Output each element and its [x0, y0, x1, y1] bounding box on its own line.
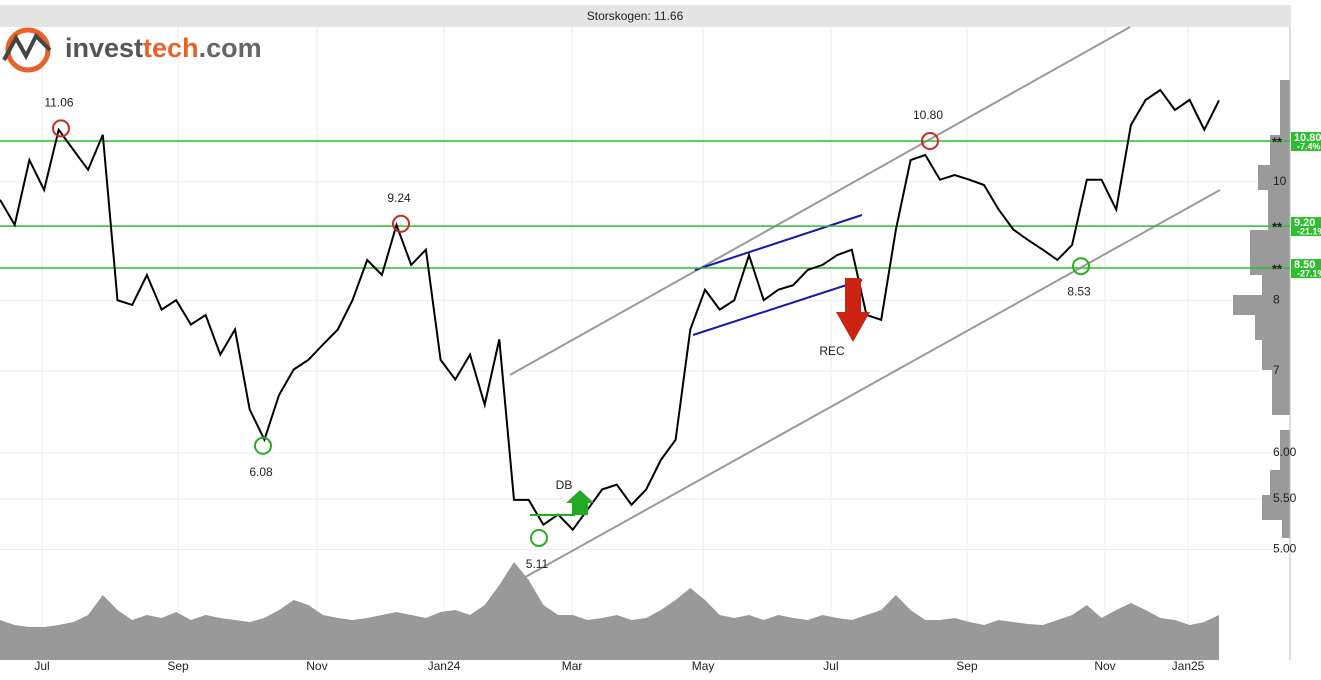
x-tick-label: Jul — [34, 659, 49, 673]
level-box — [1291, 132, 1321, 152]
extreme-label: 5.11 — [526, 557, 549, 571]
extreme-label: 10.80 — [913, 108, 943, 122]
wedge-line — [692, 279, 863, 336]
trend-line — [519, 189, 1221, 581]
x-tick-label: Jul — [823, 659, 838, 673]
signal-label: DB — [556, 478, 573, 492]
level-label: 9.20 — [1294, 217, 1315, 229]
level-change: -27.1% — [1297, 268, 1321, 278]
x-tick-label: May — [692, 659, 715, 673]
extreme-marker — [921, 132, 939, 151]
grid — [0, 27, 1290, 660]
level-change: -7.4% — [1297, 141, 1321, 151]
x-tick-label: Jan25 — [1172, 659, 1205, 673]
logo-text: tech — [143, 33, 199, 63]
level-box — [1291, 217, 1321, 237]
level-label: 10.80 — [1294, 132, 1321, 144]
level-label: 8.50 — [1294, 259, 1315, 271]
extreme-marker — [392, 214, 410, 233]
level-stars: ** — [1272, 220, 1283, 235]
logo: investtech.com — [2, 27, 262, 73]
x-tick-label: Mar — [562, 659, 583, 673]
price-line — [0, 88, 1220, 532]
x-tick-label: Nov — [1094, 659, 1115, 673]
svg-text:investtech.com: investtech.com — [65, 33, 262, 63]
volume-area — [0, 562, 1219, 660]
extreme-marker — [254, 436, 272, 455]
extreme-marker — [530, 528, 548, 547]
y-tick-label: 8 — [1273, 292, 1280, 306]
trend-line — [509, 26, 1131, 376]
y-tick-label: 5.00 — [1273, 542, 1297, 556]
level-change: -21.1% — [1297, 226, 1321, 236]
level-stars: ** — [1272, 261, 1283, 276]
level-box — [1291, 259, 1321, 279]
x-tick-label: Nov — [306, 659, 327, 673]
extreme-label: 11.06 — [44, 96, 73, 110]
y-tick-label: 5.50 — [1273, 491, 1297, 505]
logo-text: .com — [199, 33, 262, 63]
logo-text: invest — [65, 33, 143, 63]
extreme-label: 9.24 — [387, 191, 411, 205]
signal-arrow — [566, 490, 594, 515]
signal-label: REC — [819, 344, 845, 358]
title-bar — [0, 5, 1291, 27]
wedge-line — [694, 214, 863, 271]
extreme-label: 8.53 — [1067, 284, 1091, 298]
y-tick-label: 6.00 — [1273, 445, 1297, 459]
y-tick-label: 10 — [1273, 174, 1287, 188]
signal-arrow — [836, 278, 870, 342]
extreme-marker — [52, 119, 70, 138]
x-tick-label: Sep — [956, 659, 978, 673]
level-stars: ** — [1272, 134, 1283, 149]
y-tick-label: 7 — [1273, 363, 1280, 377]
x-tick-label: Sep — [167, 659, 189, 673]
extreme-label: 6.08 — [249, 465, 273, 479]
extreme-marker — [1072, 257, 1090, 276]
x-tick-label: Jan24 — [428, 659, 461, 673]
chart-title: Storskogen: 11.66 — [587, 9, 684, 23]
